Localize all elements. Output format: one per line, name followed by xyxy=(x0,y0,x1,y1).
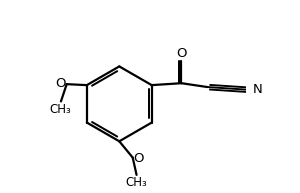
Text: CH₃: CH₃ xyxy=(49,103,71,116)
Text: O: O xyxy=(134,152,144,165)
Text: N: N xyxy=(253,83,262,96)
Text: O: O xyxy=(176,47,187,60)
Text: CH₃: CH₃ xyxy=(126,176,147,189)
Text: O: O xyxy=(55,77,66,90)
